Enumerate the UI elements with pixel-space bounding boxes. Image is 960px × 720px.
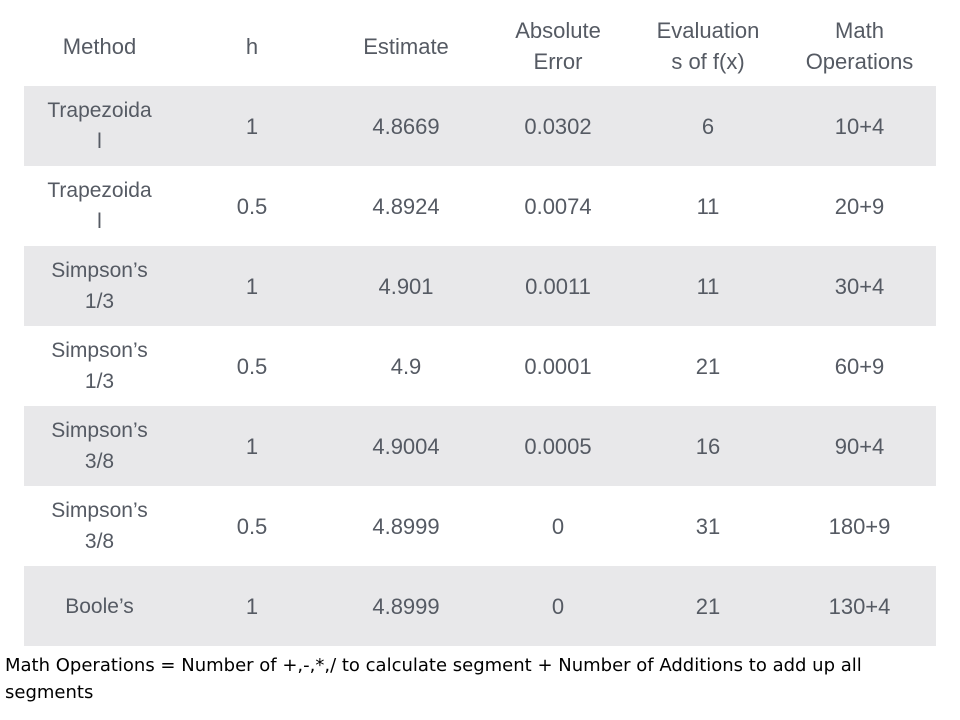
header-absolute-error: Absolute Error [515, 18, 601, 74]
cell-math-operations: 180+9 [828, 513, 891, 539]
cell-h: 1 [245, 593, 259, 619]
cell-math-operations: 60+9 [834, 353, 885, 379]
cell-math-operations: 30+4 [834, 273, 885, 299]
cell-h: 1 [245, 433, 259, 459]
table-row: Simpson’s 1/3 0.5 4.9 0.0001 21 60+9 [24, 326, 936, 406]
cell-h: 1 [245, 113, 259, 139]
header-h: h [245, 33, 259, 59]
cell-math-operations: 10+4 [834, 113, 885, 139]
table-row: Simpson’s 3/8 0.5 4.8999 0 31 180+9 [24, 486, 936, 566]
cell-evaluations: 11 [696, 273, 720, 299]
cell-estimate: 4.8924 [372, 193, 440, 219]
cell-absolute-error: 0.0074 [524, 193, 592, 219]
cell-absolute-error: 0 [551, 513, 565, 539]
cell-estimate: 4.8999 [372, 513, 440, 539]
cell-estimate: 4.8669 [372, 113, 440, 139]
cell-evaluations: 11 [696, 193, 720, 219]
cell-method: Trapezoida l [47, 99, 152, 153]
cell-method: Trapezoida l [47, 179, 152, 233]
cell-estimate: 4.8999 [372, 593, 440, 619]
cell-absolute-error: 0.0302 [524, 113, 592, 139]
cell-math-operations: 130+4 [828, 593, 891, 619]
header-estimate: Estimate [363, 33, 449, 59]
cell-method: Boole’s [65, 594, 134, 618]
header-math-operations: Math Operations [805, 18, 914, 74]
cell-absolute-error: 0 [551, 593, 565, 619]
cell-method: Simpson’s 1/3 [51, 259, 148, 313]
footnote: Math Operations = Number of +,-,*,/ to c… [5, 655, 862, 703]
cell-method: Simpson’s 1/3 [51, 339, 148, 393]
cell-evaluations: 16 [695, 433, 721, 459]
cell-h: 1 [245, 273, 259, 299]
cell-evaluations: 21 [695, 593, 721, 619]
cell-method: Simpson’s 3/8 [51, 499, 148, 553]
cell-method: Simpson’s 3/8 [51, 419, 148, 473]
cell-math-operations: 20+9 [834, 193, 885, 219]
cell-evaluations: 21 [695, 353, 721, 379]
cell-h: 0.5 [236, 513, 268, 539]
table-row: Simpson’s 1/3 1 4.901 0.0011 11 30+4 [24, 246, 936, 326]
cell-absolute-error: 0.0001 [524, 353, 592, 379]
header-evaluations: Evaluation s of f(x) [656, 18, 760, 74]
cell-estimate: 4.9 [390, 353, 422, 379]
cell-evaluations: 6 [701, 113, 715, 139]
cell-math-operations: 90+4 [834, 433, 885, 459]
cell-estimate: 4.901 [378, 273, 434, 299]
table-row: Boole’s 1 4.8999 0 21 130+4 [24, 566, 936, 646]
table-row: Trapezoida l 1 4.8669 0.0302 6 10+4 [24, 86, 936, 166]
table-header-row: Method h Estimate Absolute Error Evaluat… [24, 6, 936, 86]
cell-estimate: 4.9004 [372, 433, 440, 459]
cell-h: 0.5 [236, 353, 268, 379]
cell-h: 0.5 [236, 193, 268, 219]
results-table: Method h Estimate Absolute Error Evaluat… [24, 6, 936, 646]
cell-absolute-error: 0.0011 [525, 273, 591, 299]
table-row: Simpson’s 3/8 1 4.9004 0.0005 16 90+4 [24, 406, 936, 486]
cell-absolute-error: 0.0005 [524, 433, 592, 459]
table-row: Trapezoida l 0.5 4.8924 0.0074 11 20+9 [24, 166, 936, 246]
header-method: Method [62, 33, 137, 59]
cell-evaluations: 31 [695, 513, 721, 539]
